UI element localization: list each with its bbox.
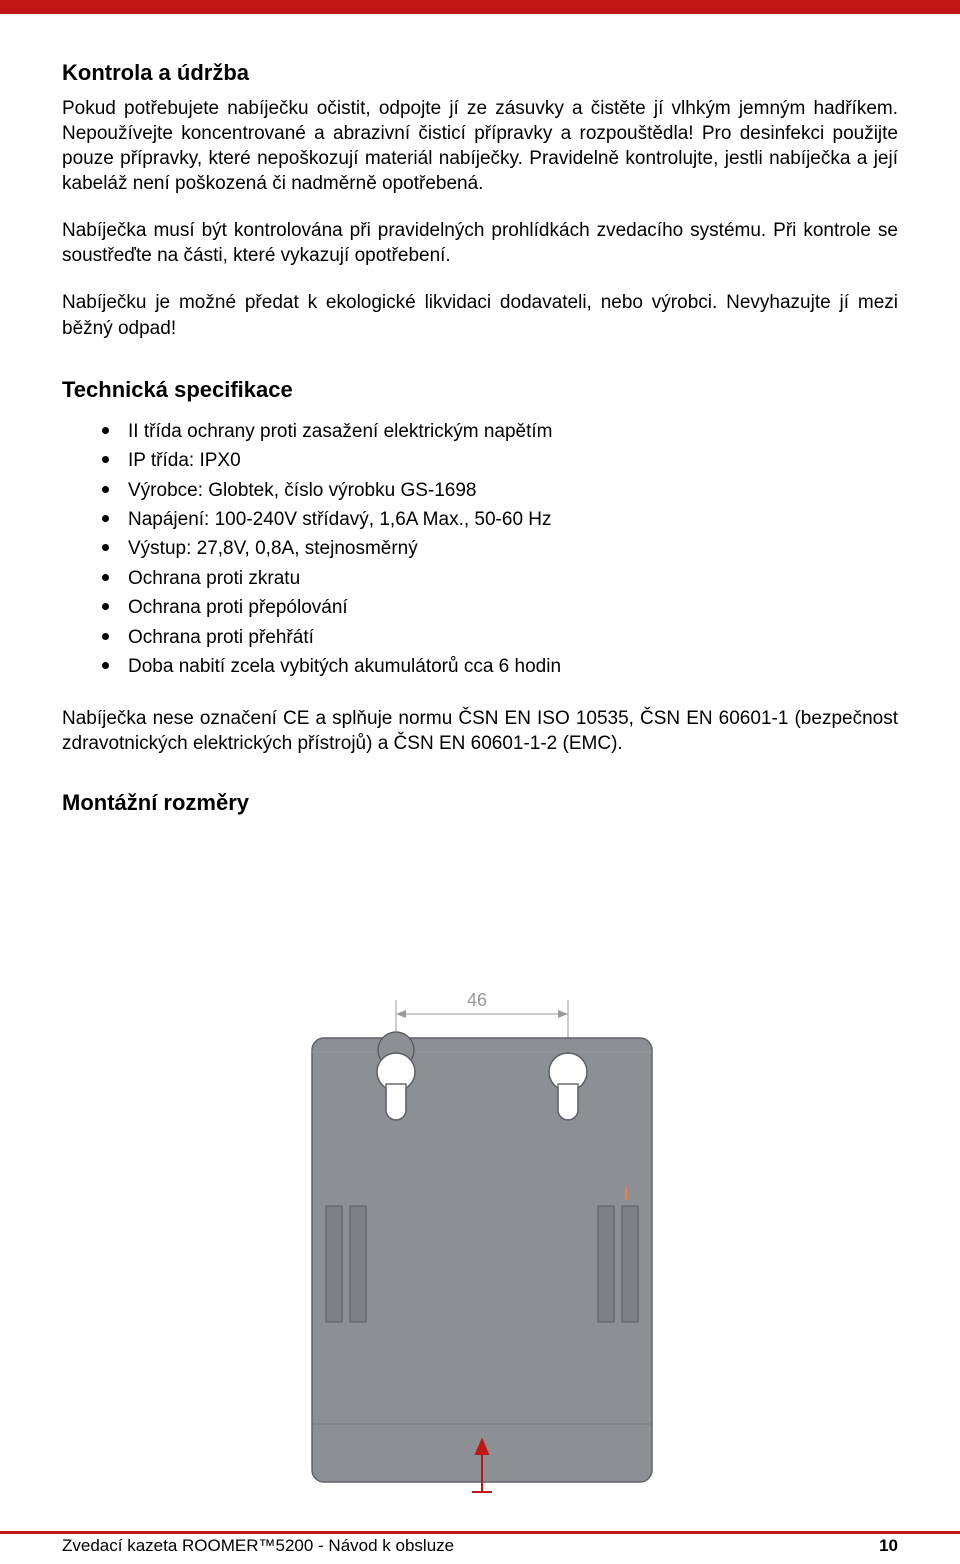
spec-tail-paragraph: Nabíječka nese označení CE a splňuje nor… [62, 706, 898, 756]
section-title-mount: Montážní rozměry [62, 790, 898, 816]
spec-item: II třída ochrany proti zasažení elektric… [102, 417, 898, 446]
page: Kontrola a údržba Pokud potřebujete nabí… [0, 0, 960, 1564]
content-area: Kontrola a údržba Pokud potřebujete nabí… [0, 14, 960, 816]
mount-diagram-svg: 46 [272, 992, 692, 1512]
maintenance-paragraph-1: Pokud potřebujete nabíječku očistit, odp… [62, 96, 898, 196]
dimension-label: 46 [467, 992, 487, 1010]
footer-accent-bar [0, 1531, 960, 1534]
spec-item: Ochrana proti přehřátí [102, 623, 898, 652]
top-accent-bar [0, 0, 960, 14]
spec-item: Napájení: 100-240V střídavý, 1,6A Max., … [102, 505, 898, 534]
maintenance-paragraph-2: Nabíječka musí být kontrolována při prav… [62, 218, 898, 268]
spec-item: Doba nabití zcela vybitých akumulátorů c… [102, 652, 898, 681]
section-title-spec: Technická specifikace [62, 377, 898, 403]
mount-diagram: 46 [272, 992, 692, 1517]
section-title-maintenance: Kontrola a údržba [62, 60, 898, 86]
spec-item: Ochrana proti zkratu [102, 564, 898, 593]
spec-item: Ochrana proti přepólování [102, 593, 898, 622]
footer-text: Zvedací kazeta ROOMER™5200 - Návod k obs… [62, 1536, 454, 1556]
spec-item: Výstup: 27,8V, 0,8A, stejnosměrný [102, 534, 898, 563]
footer-page-number: 10 [879, 1536, 898, 1556]
spec-item: Výrobce: Globtek, číslo výrobku GS-1698 [102, 476, 898, 505]
spec-list: II třída ochrany proti zasažení elektric… [62, 417, 898, 682]
maintenance-paragraph-3: Nabíječku je možné předat k ekologické l… [62, 290, 898, 340]
spec-item: IP třída: IPX0 [102, 446, 898, 475]
